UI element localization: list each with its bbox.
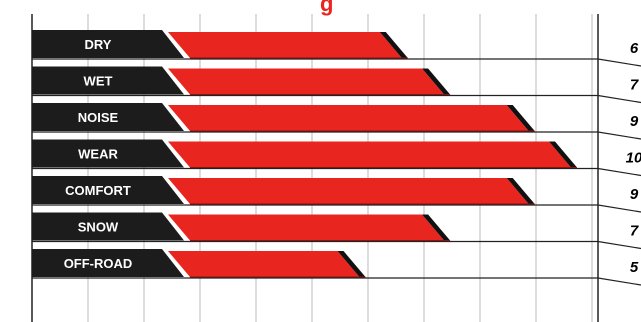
row-separator-bend (597, 131, 641, 140)
category-label: DRY (85, 37, 112, 52)
category-label: SNOW (78, 220, 119, 235)
category-tab (32, 249, 184, 277)
row-separator-bend (597, 204, 641, 213)
row-separator-bend (597, 94, 641, 104)
row-separator-bend (597, 167, 641, 177)
category-tab (32, 139, 184, 168)
value-label: 7 (630, 77, 639, 94)
bar-end-stripe (506, 105, 535, 131)
bar-end-stripe (379, 32, 408, 58)
grid-layer (31, 14, 641, 322)
bar (168, 105, 529, 131)
bar-end-stripe (422, 68, 451, 95)
category-label: COMFORT (65, 183, 131, 198)
bar (168, 214, 445, 241)
value-label: 10 (626, 150, 641, 167)
bar-end-stripe (506, 178, 535, 204)
category-label: NOISE (78, 110, 119, 125)
category-label: OFF-ROAD (64, 256, 133, 271)
row-separator-bend (597, 240, 641, 250)
value-label: 5 (630, 259, 639, 276)
bar (168, 141, 571, 168)
category-tab (32, 103, 184, 131)
category-tab (32, 212, 184, 241)
labels-layer: DRY 6 WET 7 NOISE 9 WEAR 10 COMFORT 9 SNOW 7 OFF-ROA… (64, 37, 641, 276)
bar (168, 68, 445, 95)
category-tab (32, 66, 184, 95)
bar-end-stripe (549, 141, 577, 168)
bar (168, 178, 529, 204)
category-tab (32, 30, 184, 58)
value-label: 9 (630, 113, 639, 130)
bar-end-stripe (422, 214, 451, 241)
chart-title-fragment: g (320, 0, 333, 16)
category-label: WEAR (78, 147, 118, 162)
category-tab (32, 176, 184, 204)
bars-layer (32, 30, 577, 278)
bar-end-stripe (337, 251, 366, 277)
value-label: 9 (630, 186, 639, 203)
bar (168, 32, 402, 58)
bar (168, 251, 360, 277)
row-separator-bend (597, 277, 641, 286)
value-label: 6 (630, 40, 639, 57)
row-separator-bend (597, 58, 641, 67)
value-label: 7 (630, 223, 639, 240)
category-label: WET (84, 74, 113, 89)
